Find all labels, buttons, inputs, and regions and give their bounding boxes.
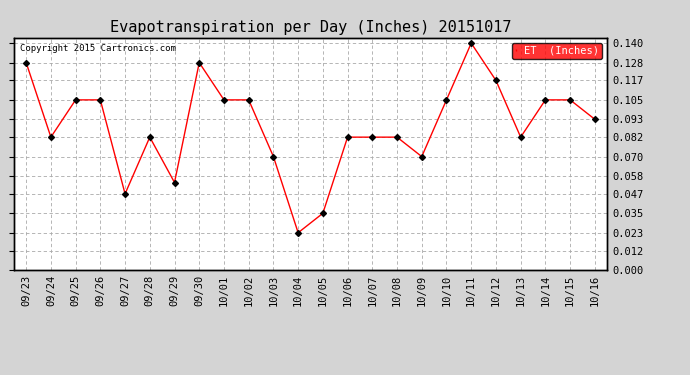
Title: Evapotranspiration per Day (Inches) 20151017: Evapotranspiration per Day (Inches) 2015… bbox=[110, 20, 511, 35]
Legend: ET  (Inches): ET (Inches) bbox=[513, 43, 602, 59]
Text: Copyright 2015 Cartronics.com: Copyright 2015 Cartronics.com bbox=[20, 45, 176, 54]
